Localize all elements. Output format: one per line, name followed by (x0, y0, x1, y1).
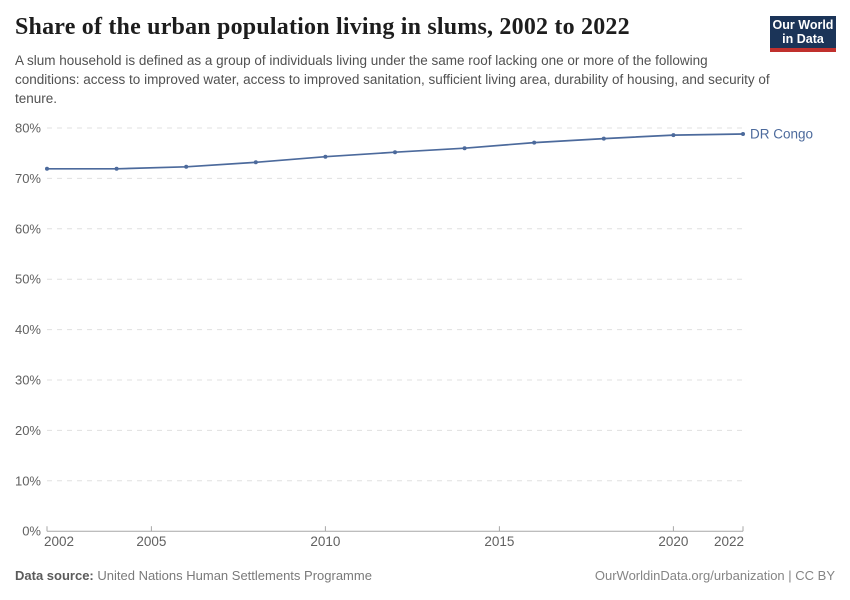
owid-logo-line2: in Data (782, 32, 824, 46)
y-axis-tick-label: 80% (15, 121, 41, 136)
x-axis-tick-label: 2010 (310, 534, 340, 549)
data-point[interactable] (741, 132, 745, 136)
chart-footer: Data source: United Nations Human Settle… (15, 568, 835, 583)
footer-license-link[interactable]: OurWorldinData.org/urbanization | CC BY (594, 568, 835, 583)
data-point[interactable] (323, 154, 328, 159)
x-axis-tick-label: 2022 (714, 534, 744, 549)
y-axis-tick-label: 70% (15, 171, 41, 186)
page-title: Share of the urban population living in … (15, 14, 630, 40)
data-source: Data source: United Nations Human Settle… (15, 568, 372, 583)
y-axis-tick-label: 60% (15, 221, 41, 236)
x-axis-tick-label: 2005 (136, 534, 166, 549)
data-point[interactable] (393, 150, 397, 155)
data-point[interactable] (601, 136, 606, 141)
data-point[interactable] (45, 166, 49, 171)
entity-label[interactable]: DR Congo (750, 127, 813, 142)
y-axis-tick-label: 10% (15, 473, 41, 488)
y-axis-tick-label: 50% (15, 272, 41, 287)
data-point[interactable] (253, 160, 258, 165)
x-axis-tick-label: 2015 (484, 534, 514, 549)
data-source-value: United Nations Human Settlements Program… (97, 568, 372, 583)
y-axis-tick-label: 0% (22, 524, 41, 539)
y-axis-tick-label: 30% (15, 373, 41, 388)
data-point[interactable] (462, 146, 467, 151)
x-axis-tick-label: 2020 (658, 534, 688, 549)
y-axis-tick-label: 40% (15, 322, 41, 337)
data-point[interactable] (114, 166, 119, 171)
owid-logo[interactable]: Our World in Data (770, 16, 836, 52)
x-axis-tick-label: 2002 (44, 534, 74, 549)
data-point[interactable] (184, 164, 189, 169)
data-point[interactable] (671, 133, 676, 138)
y-axis-tick-label: 20% (15, 423, 41, 438)
data-source-label: Data source: (15, 568, 94, 583)
data-point[interactable] (532, 140, 537, 145)
owid-logo-line1: Our World (772, 17, 834, 32)
chart-subtitle: A slum household is defined as a group o… (15, 53, 770, 106)
